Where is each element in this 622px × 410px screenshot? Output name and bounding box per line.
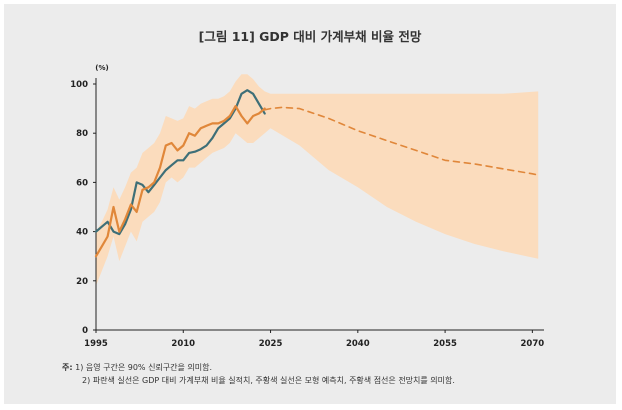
x-tick-label: 2025 [259, 339, 283, 349]
footnotes: 주: 1) 음영 구간은 90% 신뢰구간을 의미함. 2) 파란색 실선은 G… [62, 361, 455, 387]
y-axis-unit: (%) [95, 64, 108, 72]
y-tick-label: 100 [70, 80, 88, 90]
chart-title: [그림 11] GDP 대비 가계부채 비율 전망 [198, 29, 422, 44]
x-tick-label: 2055 [433, 339, 457, 349]
series-line-model [94, 104, 266, 258]
y-tick-label: 60 [76, 178, 88, 188]
confidence-band [96, 74, 539, 286]
y-tick-label: 40 [76, 228, 88, 238]
x-tick-label: 2070 [521, 339, 545, 349]
series-line-forecast [263, 106, 540, 176]
y-tick-label: 80 [76, 129, 88, 139]
y-tick-label: 20 [76, 277, 88, 287]
y-tick-label: 0 [82, 326, 88, 336]
x-tick-label: 1995 [84, 339, 108, 349]
x-tick-label: 2040 [346, 339, 370, 349]
footnote-1: 1) 음영 구간은 90% 신뢰구간을 의미함. [75, 363, 213, 372]
footnote-2: 2) 파란색 실선은 GDP 대비 가계부채 비율 실적치, 주황색 실선은 모… [82, 376, 455, 385]
x-tick-label: 2010 [171, 339, 195, 349]
footnote-prefix: 주: [62, 363, 73, 372]
figure-panel: [그림 11] GDP 대비 가계부채 비율 전망 0 20 40 60 80 100 19… [4, 4, 616, 404]
